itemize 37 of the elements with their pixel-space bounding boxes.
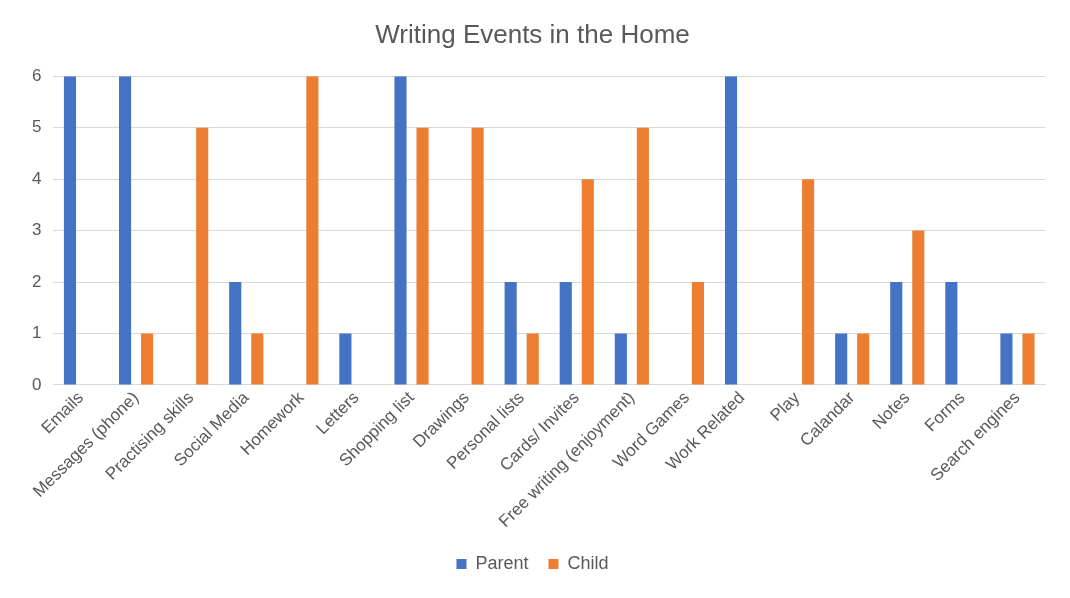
bar <box>339 333 352 385</box>
y-tick-label: 2 <box>31 271 42 291</box>
y-tick-label: 3 <box>31 220 42 240</box>
bar <box>559 282 572 385</box>
legend-label: Child <box>567 552 609 573</box>
bar <box>251 333 264 385</box>
bar <box>890 282 903 385</box>
bar <box>196 127 209 385</box>
legend-label: Parent <box>475 552 529 573</box>
bar <box>857 333 870 385</box>
bar <box>471 127 484 385</box>
bar <box>416 127 429 385</box>
bar <box>945 282 958 385</box>
y-tick-label: 6 <box>31 65 42 85</box>
bar <box>504 282 517 385</box>
bar <box>724 76 738 385</box>
bar <box>394 76 407 385</box>
bar <box>141 333 154 385</box>
y-tick-label: 0 <box>31 374 42 394</box>
bar <box>306 76 319 385</box>
y-tick-label: 1 <box>31 323 42 343</box>
bar <box>229 282 242 385</box>
bar <box>802 179 815 385</box>
bar <box>63 76 77 385</box>
bar <box>835 333 848 385</box>
bar <box>581 179 594 385</box>
y-tick-label: 4 <box>31 168 42 188</box>
chart-title: Writing Events in the Home <box>375 18 690 49</box>
bar <box>614 333 627 385</box>
bar <box>636 127 649 385</box>
y-tick-label: 5 <box>31 117 42 137</box>
bar <box>1022 333 1035 385</box>
bar <box>526 333 539 385</box>
bar <box>912 230 925 385</box>
bar <box>119 76 132 385</box>
bar <box>691 282 705 385</box>
bar <box>1000 333 1013 385</box>
